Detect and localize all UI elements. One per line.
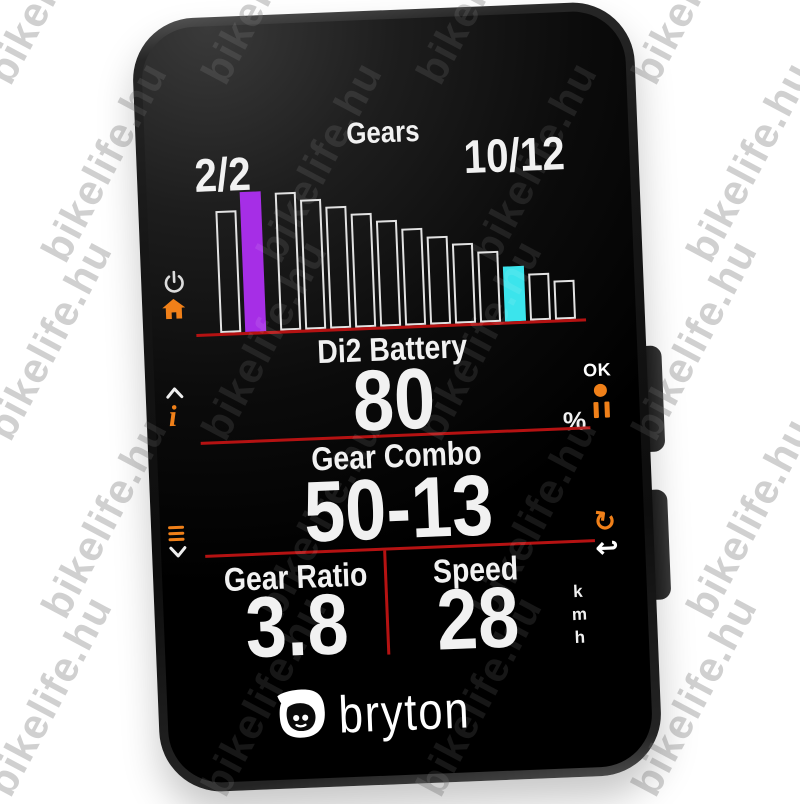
rear-gears-bar-7 xyxy=(427,236,452,325)
rear-gears-bar-2 xyxy=(300,199,326,330)
watermark-text: bikelife.hu xyxy=(677,54,800,270)
rear-gears-bar-12 xyxy=(553,280,576,320)
watermark-text: bikelife.hu xyxy=(0,588,122,804)
rear-gears-bar-6 xyxy=(401,228,426,326)
brand-logo-text: bryton xyxy=(337,680,471,745)
gear-combo-value: 50-13 xyxy=(203,469,593,549)
rear-gears-bar-3 xyxy=(325,206,351,329)
rear-gears-bar-11 xyxy=(528,273,551,321)
front-gears-bar-1 xyxy=(215,210,241,333)
back-arrow-icon[interactable]: ↩ xyxy=(595,534,619,562)
watermark-text: bikelife.hu xyxy=(677,410,800,626)
record-dot-icon xyxy=(594,384,608,398)
home-icon[interactable] xyxy=(162,298,186,324)
watermark-text: bikelife.hu xyxy=(622,0,767,92)
device-body: Gears 2/2 10/12 Di2 Battery 80 % Gear Co… xyxy=(131,0,664,794)
gear-bar-chart xyxy=(214,174,580,333)
pause-icon xyxy=(593,401,610,418)
rear-gears-bar-10 xyxy=(503,266,526,322)
info-icon[interactable]: i xyxy=(168,402,178,432)
front-gears-bar-2 xyxy=(240,191,267,332)
watermark-text: bikelife.hu xyxy=(0,0,122,92)
speed-unit: kmh xyxy=(571,581,588,650)
brand-logo: bryton xyxy=(141,676,627,751)
rear-gears-bar-1 xyxy=(275,192,302,331)
ok-button-label[interactable]: OK xyxy=(583,359,612,381)
gear-ratio-value: 3.8 xyxy=(208,591,386,662)
down-chevron-icon[interactable] xyxy=(169,545,188,564)
rear-gears-bar-4 xyxy=(351,213,377,328)
bryton-robot-icon xyxy=(271,687,327,748)
watermark-text: bikelife.hu xyxy=(0,232,122,448)
rear-gears-bar-9 xyxy=(477,251,501,323)
rear-gears-bar-5 xyxy=(376,220,401,327)
front-gears-group xyxy=(215,191,267,333)
rear-gears-group xyxy=(275,181,576,331)
rear-gears-bar-8 xyxy=(452,243,476,324)
device-screen: Gears 2/2 10/12 Di2 Battery 80 % Gear Co… xyxy=(140,10,654,785)
bryton-bike-computer: Gears 2/2 10/12 Di2 Battery 80 % Gear Co… xyxy=(131,0,664,794)
menu-icon[interactable] xyxy=(168,526,185,545)
speed-value: 28 xyxy=(391,584,565,655)
power-icon[interactable] xyxy=(163,270,186,300)
